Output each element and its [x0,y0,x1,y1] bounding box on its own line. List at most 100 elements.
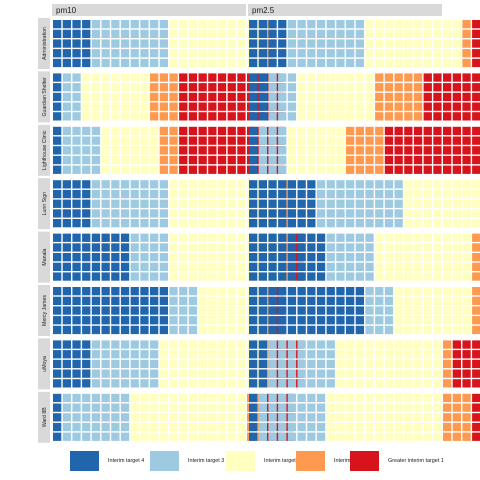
waffle-cell [120,340,130,349]
waffle-cell [287,325,297,335]
waffle-cell [258,350,267,359]
waffle-cell [150,199,159,208]
waffle-cell [375,306,384,315]
waffle-cell [249,209,258,218]
waffle-cell [365,155,374,165]
waffle-cell [120,83,130,92]
waffle-cell [179,209,188,218]
waffle-cell [443,287,452,296]
waffle-cell [365,233,374,242]
waffle-cell [394,126,403,136]
waffle-cell [394,379,403,388]
waffle-cell [452,136,461,145]
waffle-cell [355,58,364,68]
waffle-cell [91,102,101,111]
waffle-cell [130,39,139,48]
waffle-cell [307,350,316,359]
waffle-cell [150,369,159,378]
waffle-cell [404,58,413,68]
waffle-cell [404,432,413,441]
waffle-cell [443,92,452,102]
waffle-cell [111,340,120,349]
waffle-cell [365,422,374,432]
waffle-cell [120,369,130,378]
row-strip-label: Lunn Sign [42,192,48,215]
waffle-cell [208,20,217,29]
waffle-cell [404,136,413,145]
waffle-cell [316,92,326,102]
waffle-cell [423,58,432,68]
waffle-cell [268,180,277,189]
waffle-cell [130,112,139,121]
waffle-cell [198,262,207,271]
waffle-cell [326,126,335,136]
waffle-cell [375,102,384,111]
waffle-cell [278,209,287,218]
waffle-cell [355,432,364,441]
waffle-cell [111,393,120,403]
waffle-cell [365,296,374,305]
waffle-cell [346,243,355,252]
waffle-cell [140,325,149,335]
waffle-cell [179,136,188,145]
waffle-cell [159,92,168,102]
waffle-cell [433,136,442,145]
waffle-cell [316,165,326,174]
waffle-cell [346,253,355,262]
waffle-cell [258,287,267,296]
waffle-cell [140,29,149,38]
waffle-cell [297,403,306,412]
waffle-cell [375,325,384,335]
waffle-cell [365,262,374,271]
waffle-cell [130,296,139,305]
waffle-cell [472,369,480,378]
waffle-cell [159,189,168,199]
waffle-cell [140,340,149,349]
waffle-cell [443,126,452,136]
waffle-cell [53,393,62,403]
waffle-cell [72,49,81,58]
waffle-cell [462,272,471,281]
waffle-cell [258,432,267,441]
waffle-cell [150,146,159,155]
waffle-cell [278,58,287,68]
waffle-cell [53,155,62,165]
waffle-cell [159,58,168,68]
waffle-cell [258,233,267,242]
waffle-cell [297,350,306,359]
waffle-cell [91,39,101,48]
waffle-cell [384,432,394,441]
waffle-cell [423,73,432,82]
waffle-cell [62,209,71,218]
waffle-cell [443,20,452,29]
waffle-cell [423,359,432,369]
waffle-cell [198,20,207,29]
waffle-cell [472,83,480,92]
waffle-cell [198,199,207,208]
waffle-cell [336,219,345,228]
waffle-cell [268,340,277,349]
waffle-cell [188,272,198,281]
waffle-cell [111,403,120,412]
waffle-cell [111,253,120,262]
waffle-cell [307,413,316,422]
waffle-cell [179,233,188,242]
waffle-cell [394,403,403,412]
waffle-cell [72,253,81,262]
waffle-cell [120,379,130,388]
waffle-cell [452,422,461,432]
waffle-cell [227,233,236,242]
waffle-cell [433,262,442,271]
waffle-cell [316,155,326,165]
waffle-cell [278,316,287,325]
waffle-cell [130,325,139,335]
waffle-cell [249,325,258,335]
waffle-cell [423,403,432,412]
waffle-cell [258,316,267,325]
waffle-cell [316,102,326,111]
waffle-cell [316,189,326,199]
waffle-cell [91,403,101,412]
waffle-cell [120,39,130,48]
waffle-cell [249,49,258,58]
waffle-cell [326,325,335,335]
